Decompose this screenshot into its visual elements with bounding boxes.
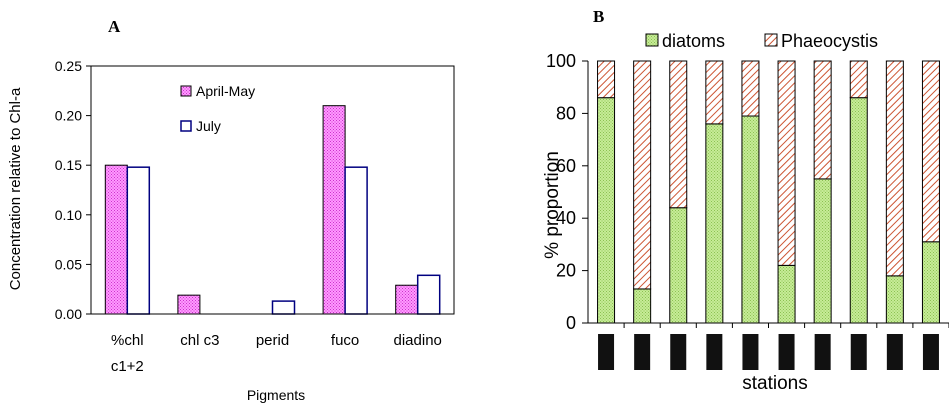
bar-phaeocystis (705, 60, 724, 125)
y-tick-label: 20 (556, 261, 576, 281)
legend-april-may-swatch (180, 85, 192, 97)
y-tick-label: 0.20 (55, 108, 82, 124)
panel-b-xlabel: stations (742, 373, 807, 394)
panel-a-plot: 0.00 0.05 0.10 0.15 0.20 0.25 %chl c1+2 chl c3 pe… (55, 58, 455, 375)
panel-b-ylabel: % proportion (542, 151, 563, 259)
legend-april-may-label: April-May (196, 83, 255, 99)
bar-phaeocystis (777, 60, 796, 266)
bar-april-may (104, 164, 128, 315)
bar-july (126, 166, 151, 315)
y-tick-label: 60 (556, 156, 576, 176)
bar-diatoms (849, 97, 868, 324)
bar-phaeocystis (885, 60, 904, 277)
bar-april-may (322, 105, 346, 315)
panel-a-xlabel: Pigments (247, 387, 305, 403)
panel-b-letter: B (593, 7, 604, 26)
bar-diatoms (741, 115, 760, 324)
bar-phaeocystis (849, 60, 868, 99)
panel-b-plot: 0 20 40 60 80 100 (546, 51, 949, 370)
y-tick-label: 0.00 (55, 306, 82, 322)
y-tick-label: 0.25 (55, 58, 82, 74)
bar-phaeocystis (921, 60, 940, 243)
panel-a-ylabel: Concentration relative to Chl-a (7, 87, 24, 290)
legend-july-swatch (180, 120, 192, 132)
station-label-redacted (706, 334, 723, 370)
y-tick-label: 40 (556, 208, 576, 228)
y-tick-label: 0 (566, 313, 576, 333)
legend-phaeocystis-swatch (764, 33, 778, 47)
bar-phaeocystis (597, 60, 616, 99)
bar-diatoms (705, 123, 724, 324)
bar-july (416, 274, 441, 315)
x-tick-label: c1+2 (111, 358, 144, 375)
bar-phaeocystis (669, 60, 688, 209)
legend-diatoms-label: diatoms (662, 31, 725, 51)
bar-diatoms (885, 275, 904, 324)
y-tick-label: 0.10 (55, 207, 82, 223)
legend-july-label: July (196, 118, 221, 134)
bar-april-may (395, 284, 419, 315)
bar-april-may (177, 294, 201, 315)
bar-phaeocystis (741, 60, 760, 117)
bar-phaeocystis (633, 60, 652, 290)
x-tick-label: diadino (394, 332, 442, 349)
station-label-redacted (598, 334, 615, 370)
bar-phaeocystis (813, 60, 832, 180)
x-tick-label: perid (256, 332, 289, 349)
y-tick-label: 0.15 (55, 157, 82, 173)
station-label-redacted (886, 334, 903, 370)
bar-july (271, 300, 296, 315)
station-label-redacted (670, 334, 687, 370)
panel-a-legend: April-May July (180, 83, 255, 134)
station-label-redacted (850, 334, 867, 370)
bar-diatoms (633, 288, 652, 324)
bar-diatoms (813, 178, 832, 324)
panel-a-letter: A (108, 17, 121, 36)
y-tick-label: 80 (556, 103, 576, 123)
x-tick-label: fuco (331, 332, 359, 349)
y-tick-label: 0.05 (55, 256, 82, 272)
y-tick-label: 100 (546, 51, 576, 71)
bar-diatoms (921, 241, 940, 324)
bar-july (344, 166, 368, 315)
station-label-redacted (814, 334, 831, 370)
station-label-redacted (742, 334, 759, 370)
station-label-redacted (922, 334, 939, 370)
x-tick-label: chl c3 (180, 332, 219, 349)
plot-frame (90, 65, 455, 315)
station-label-redacted (634, 334, 651, 370)
bar-diatoms (597, 97, 616, 324)
x-tick-label: %chl (111, 332, 144, 349)
panel-b-legend: diatoms Phaeocystis (645, 31, 878, 51)
bar-diatoms (777, 264, 796, 324)
legend-diatoms-swatch (645, 33, 659, 47)
bar-diatoms (669, 207, 688, 324)
station-label-redacted (778, 334, 795, 370)
legend-phaeocystis-label: Phaeocystis (781, 31, 878, 51)
